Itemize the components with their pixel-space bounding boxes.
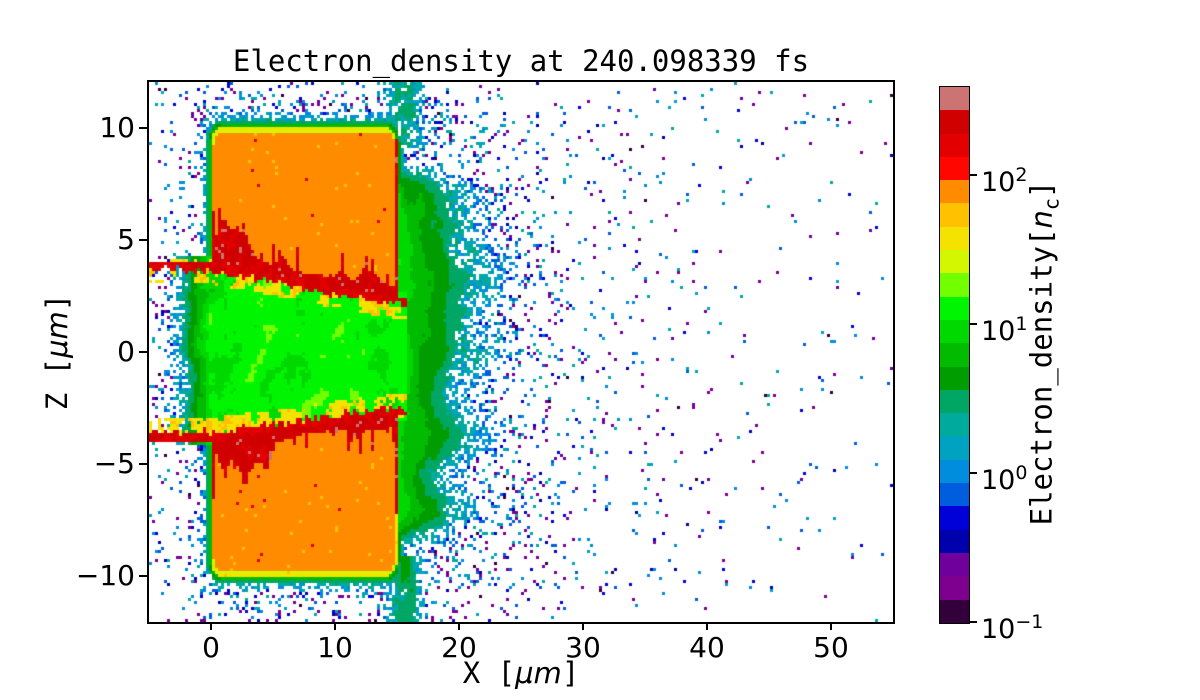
colorbar-segment: [940, 203, 969, 227]
colorbar-tick-label: 102: [981, 163, 1028, 198]
x-tick-mark: [210, 622, 212, 630]
x-axis-label: X [μm]: [149, 657, 893, 689]
x-tick-label: 30: [565, 631, 601, 664]
colorbar-segment: [940, 87, 969, 111]
x-tick-label: 0: [202, 631, 220, 664]
colorbar-tick-label: 10−1: [981, 611, 1044, 645]
colorbar-label-symbol: n: [1024, 210, 1059, 229]
x-tick-mark: [334, 622, 336, 630]
colorbar: [939, 86, 970, 624]
colorbar-segment: [940, 343, 969, 367]
colorbar-tick-mark: [970, 322, 977, 325]
colorbar-segment: [940, 133, 969, 157]
y-tick-label: 0: [117, 335, 135, 368]
x-tick-label: 20: [441, 631, 477, 664]
colorbar-segment: [940, 552, 969, 577]
colorbar-label-pre: Electron_density[: [1024, 228, 1059, 526]
x-tick-mark: [706, 622, 708, 630]
x-axis-label-post: ]: [561, 656, 580, 690]
colorbar-segment: [940, 319, 969, 344]
colorbar-segment: [940, 366, 969, 390]
colorbar-segment: [940, 483, 969, 507]
y-tick-label: −10: [75, 559, 135, 593]
x-tick-label: 40: [689, 631, 725, 664]
colorbar-segment: [940, 413, 969, 437]
colorbar-tick-label: 100: [981, 461, 1028, 496]
density-heatmap: [149, 82, 893, 622]
y-tick-mark: [139, 575, 147, 578]
y-tick-mark: [139, 238, 147, 241]
colorbar-segment: [940, 110, 969, 134]
colorbar-segment: [940, 296, 969, 320]
y-axis-label-post: ]: [40, 293, 74, 312]
colorbar-segment: [940, 459, 969, 484]
colorbar-segment: [940, 529, 969, 553]
y-tick-label: 5: [117, 222, 135, 256]
x-tick-mark: [830, 622, 832, 630]
colorbar-segment: [940, 599, 969, 623]
colorbar-segment: [940, 156, 969, 181]
x-tick-label: 10: [317, 631, 353, 664]
y-tick-label: −5: [93, 447, 135, 481]
plot-title: Electron_density at 240.098339 fs: [232, 44, 810, 78]
colorbar-label: Electron_density[nc]: [1025, 181, 1064, 526]
colorbar-tick-mark: [970, 621, 977, 623]
colorbar-tick-mark: [970, 173, 977, 176]
x-axis-label-unit: μm: [515, 656, 562, 690]
x-tick-mark: [458, 622, 460, 630]
colorbar-label-post: ]: [1024, 180, 1059, 199]
y-tick-mark: [139, 126, 147, 129]
colorbar-segment: [940, 226, 969, 251]
colorbar-segment: [940, 273, 969, 297]
axes-frame: [147, 80, 895, 624]
y-tick-mark: [139, 463, 147, 466]
colorbar-segment: [940, 436, 969, 460]
x-tick-mark: [582, 622, 584, 630]
colorbar-segment: [940, 180, 969, 204]
colorbar-segment: [940, 506, 969, 530]
y-tick-label: 10: [99, 110, 135, 144]
colorbar-segment: [940, 576, 969, 600]
y-tick-mark: [139, 351, 147, 353]
x-tick-label: 50: [813, 631, 849, 664]
colorbar-label-subscript: c: [1039, 198, 1064, 211]
colorbar-segment: [940, 250, 969, 274]
colorbar-segment: [940, 389, 969, 414]
colorbar-tick-mark: [970, 471, 977, 474]
colorbar-tick-label: 101: [981, 312, 1028, 347]
x-axis-label-pre: X [: [462, 656, 516, 690]
